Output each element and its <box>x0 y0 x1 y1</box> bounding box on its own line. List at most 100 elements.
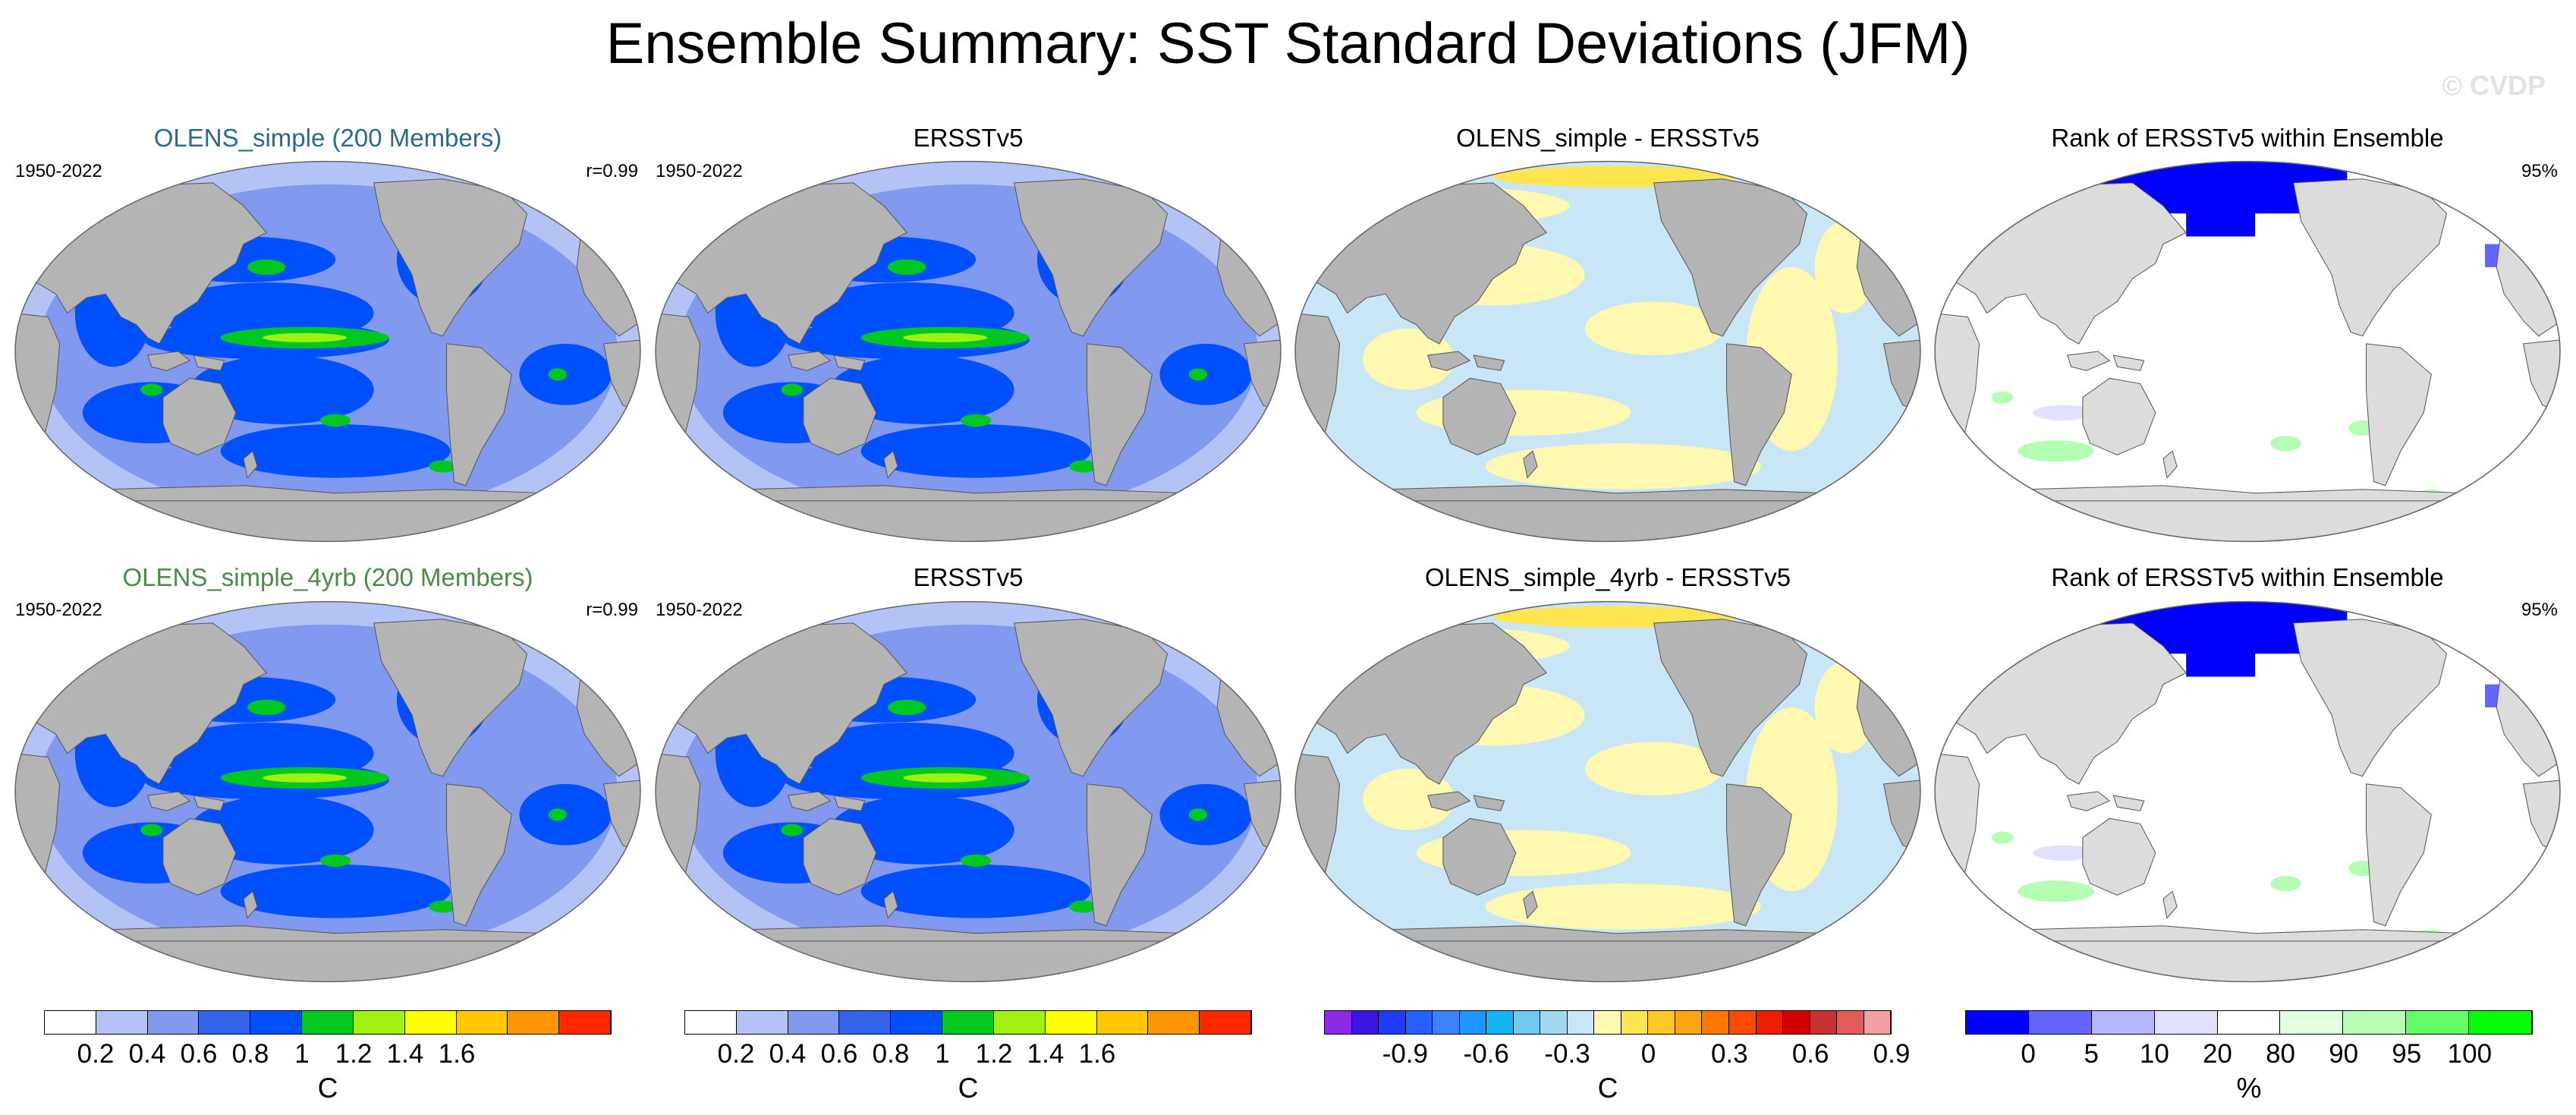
colorbar-swatch <box>1728 1011 1757 1034</box>
colorbar-swatch <box>1351 1011 1379 1034</box>
std-contour-green <box>781 383 803 396</box>
panel-title: OLENS_simple (200 Members) <box>153 124 502 152</box>
colorbar-swatch <box>456 1011 508 1034</box>
colorbar-swatch <box>2406 1011 2470 1034</box>
rank-light-patch <box>2033 405 2095 420</box>
correlation-label: r=0.99 <box>586 600 638 620</box>
colorbar-tick-label: -0.9 <box>1382 1039 1428 1069</box>
colorbar-tick-label: 5 <box>2084 1039 2099 1069</box>
colorbar-swatch <box>685 1011 737 1034</box>
colorbar-unit-label: C <box>317 1072 338 1104</box>
panel-title: OLENS_simple_4yrb (200 Members) <box>122 563 533 591</box>
std-contour-green <box>548 808 568 821</box>
std-contour-green <box>887 259 926 276</box>
colorbar-swatch <box>2469 1011 2533 1034</box>
global-map <box>654 159 1282 543</box>
colorbar-swatch <box>891 1011 943 1034</box>
panel-title: ERSSTv5 <box>913 563 1024 591</box>
std-contour-green <box>1069 460 1097 473</box>
map-border <box>1294 160 1921 543</box>
colorbar-swatch <box>942 1011 994 1034</box>
rank-high-patch <box>2270 436 2301 452</box>
colorbar-tick-label: -0.3 <box>1544 1039 1590 1069</box>
map-svg <box>14 160 641 543</box>
colorbar-tick-label: 90 <box>2329 1039 2359 1069</box>
colorbar-swatch <box>1864 1011 1892 1034</box>
rank-percent-label: 95% <box>2521 161 2558 181</box>
colorbar-tick-label: 20 <box>2202 1039 2232 1069</box>
rank-high-patch <box>1991 831 2014 844</box>
global-map <box>1294 600 1922 984</box>
enso-peak <box>903 332 988 342</box>
rank-low-arctic <box>2186 206 2256 237</box>
std-contour-green <box>247 699 286 716</box>
colorbar-tick-label: 0.4 <box>769 1039 807 1069</box>
panel-title: OLENS_simple_4yrb - ERSSTv5 <box>1424 563 1791 591</box>
colorbar-swatch <box>559 1011 611 1034</box>
rank-high-patch <box>2270 876 2301 892</box>
colorbar-swatch <box>1621 1011 1649 1034</box>
panel-title: OLENS_simple - ERSSTv5 <box>1456 124 1760 152</box>
colorbar-swatch <box>1379 1011 1406 1034</box>
std-contour-blob <box>860 864 1091 918</box>
map-svg <box>14 600 641 983</box>
colorbar-swatch <box>1459 1011 1487 1034</box>
colorbar-swatch <box>1433 1011 1460 1034</box>
global-map <box>1294 159 1922 543</box>
global-map <box>14 600 642 984</box>
map-svg <box>1934 600 2561 983</box>
global-map <box>654 600 1282 984</box>
colorbar-swatch <box>1594 1011 1621 1034</box>
colorbar-tick-label: 0.4 <box>128 1039 166 1069</box>
colorbar-tick-label: 0 <box>2021 1039 2036 1069</box>
map-border <box>14 160 641 543</box>
diff-positive-region <box>1584 301 1723 356</box>
colorbar-tick-label: 1 <box>294 1039 310 1069</box>
cvdp-watermark: © CVDP <box>2442 70 2546 101</box>
colorbar-swatch <box>1486 1011 1514 1034</box>
colorbar-tick-label: 1.2 <box>975 1039 1013 1069</box>
colorbar-tick-label: 80 <box>2266 1039 2296 1069</box>
colorbar-swatch <box>1325 1011 1352 1034</box>
std-contour-blob <box>830 355 1014 424</box>
map-border <box>655 160 1282 543</box>
std-contour-blob <box>190 355 374 424</box>
colorbar-tick-label: 100 <box>2447 1039 2493 1069</box>
colorbar-swatch <box>1675 1011 1703 1034</box>
colorbar-tick-label: 0.9 <box>1873 1039 1911 1069</box>
colorbar-swatch <box>1756 1011 1784 1034</box>
map-svg <box>1934 160 2561 543</box>
std-contour-green <box>887 699 926 716</box>
std-contour-green <box>319 854 351 867</box>
colorbar-tick-label: 0.8 <box>231 1039 269 1069</box>
map-border <box>14 600 641 983</box>
global-map <box>1933 159 2562 543</box>
colorbar-swatch <box>993 1011 1046 1034</box>
colorbar-swatch <box>1648 1011 1675 1034</box>
colorbar-unit-label: C <box>958 1072 979 1104</box>
colorbar-tick-label: 0.6 <box>180 1039 218 1069</box>
colorbar-tick-label: 0 <box>1640 1039 1656 1069</box>
colorbar-unit-label: C <box>1597 1072 1618 1104</box>
map-border <box>1934 160 2561 543</box>
colorbar-tick-label: 0.6 <box>820 1039 858 1069</box>
std-contour-green <box>548 368 568 381</box>
colorbar-unit-label: % <box>2236 1072 2262 1104</box>
colorbar-swatch <box>788 1011 840 1034</box>
colorbar-swatch <box>2091 1011 2155 1034</box>
diff-positive-region <box>1362 328 1455 390</box>
diff-positive-region <box>1584 742 1723 796</box>
colorbar-swatch <box>1810 1011 1838 1034</box>
colorbar-swatch <box>1148 1011 1200 1034</box>
rank-high-patch <box>2018 880 2095 902</box>
std-contour-green <box>1188 368 1208 381</box>
map-svg <box>1294 600 1921 983</box>
colorbar-swatch <box>1837 1011 1864 1034</box>
enso-peak <box>263 332 348 342</box>
colorbar-swatch <box>1045 1011 1097 1034</box>
colorbar-swatch <box>147 1011 200 1034</box>
colorbar-swatch <box>1200 1011 1251 1034</box>
diff-positive-region <box>1485 443 1761 490</box>
colorbar <box>1324 1010 1892 1035</box>
diff-positive-region <box>1362 768 1455 830</box>
